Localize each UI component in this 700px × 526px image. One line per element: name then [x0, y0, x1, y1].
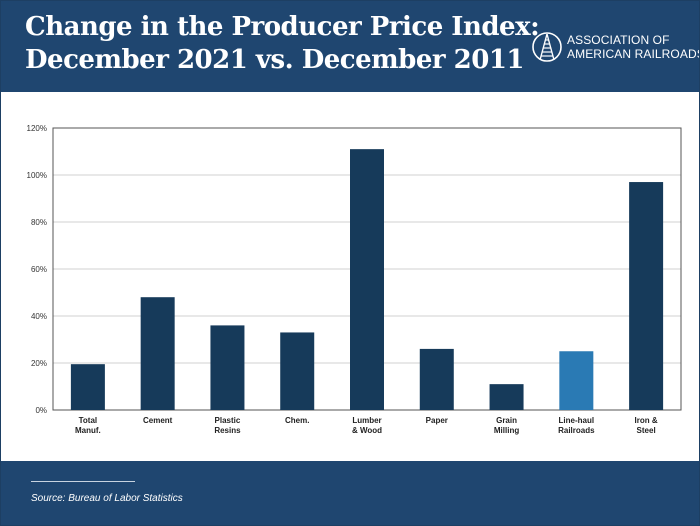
logo-text-line-1: ASSOCIATION OF [567, 33, 670, 47]
x-tick-label-line: Resins [214, 426, 241, 435]
x-tick-label-line: Paper [426, 416, 448, 425]
y-tick-label: 120% [27, 124, 47, 133]
bar-chart: 0% 20% 40% 60% 80% 100% 120% Total Manuf. Cement P… [27, 124, 682, 435]
x-tick-label: Paper [426, 416, 448, 425]
header-banner: Change in the Producer Price Index: Dece… [1, 1, 699, 92]
bar [70, 364, 105, 410]
y-tick-label: 0% [35, 406, 47, 415]
x-tick-label-line: Cement [143, 416, 173, 425]
bar [489, 384, 524, 410]
x-tick-label-line: Milling [494, 426, 519, 435]
logo-wordmark: ASSOCIATION OF AMERICAN RAILROADS [567, 33, 700, 61]
x-tick-label-line: Railroads [558, 426, 595, 435]
page-title: Change in the Producer Price Index: Dece… [25, 11, 540, 77]
bar [419, 348, 454, 410]
page-title-line-2: December 2021 vs. December 2011 [25, 45, 525, 75]
x-tick-label: Line-haul Railroads [558, 416, 595, 435]
x-tick-label: Plastic Resins [214, 416, 241, 435]
x-tick-label-line: Grain [496, 416, 517, 425]
logo-text-line-2: AMERICAN RAILROADS [567, 47, 700, 61]
footer-banner: Source: Bureau of Labor Statistics [1, 461, 699, 525]
x-tick-label: Iron & Steel [635, 416, 658, 435]
railroad-track-icon [532, 32, 562, 62]
x-tick-label-line: Steel [637, 426, 656, 435]
bar [210, 325, 245, 410]
bar [350, 149, 384, 410]
x-tick-label-line: Total [79, 416, 98, 425]
page-title-line-1: Change in the Producer Price Index: [25, 12, 540, 42]
x-tick-label-line: Lumber [352, 416, 381, 425]
y-tick-label: 100% [27, 171, 47, 180]
y-tick-label: 80% [31, 218, 47, 227]
x-tick-label: Grain Milling [494, 416, 519, 435]
x-tick-label-line: Manuf. [75, 426, 101, 435]
x-tick-label: Chem. [285, 416, 309, 425]
bar [280, 332, 315, 410]
x-tick-label-line: Chem. [285, 416, 309, 425]
x-tick-label-line: Plastic [215, 416, 241, 425]
y-tick-label: 60% [31, 265, 47, 274]
x-tick-label: Lumber & Wood [352, 416, 382, 435]
x-tick-label-line: Iron & [635, 416, 658, 425]
footer-divider [31, 481, 135, 482]
x-tick-label-line: & Wood [352, 426, 382, 435]
y-tick-label: 40% [31, 312, 47, 321]
bar [140, 297, 175, 410]
bar [559, 351, 594, 410]
source-note: Source: Bureau of Labor Statistics [31, 493, 183, 504]
aar-logo: ASSOCIATION OF AMERICAN RAILROADS [531, 27, 699, 67]
x-tick-label: Total Manuf. [75, 416, 101, 435]
y-tick-label: 20% [31, 359, 47, 368]
bar [629, 182, 664, 410]
x-tick-label-line: Line-haul [559, 416, 595, 425]
x-tick-label: Cement [143, 416, 173, 425]
